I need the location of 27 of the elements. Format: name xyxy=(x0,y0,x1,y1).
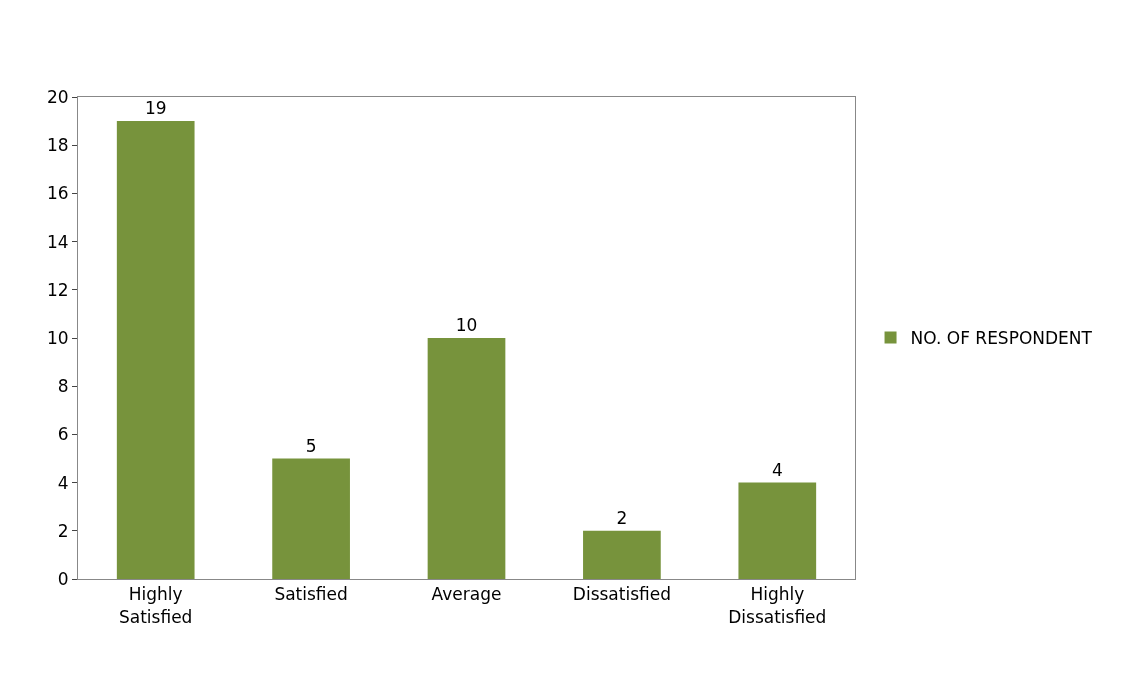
y-tick-label: 20 xyxy=(46,86,69,107)
bar xyxy=(116,121,195,579)
y-tick-label: 12 xyxy=(46,279,69,300)
x-tick-label: Highly Dissatisfied xyxy=(728,584,827,627)
y-tick-label: 6 xyxy=(57,424,69,445)
x-tick-label: Satisfied xyxy=(274,584,348,605)
y-tick-label: 18 xyxy=(46,135,69,156)
data-label: 2 xyxy=(616,507,628,528)
y-tick-label: 14 xyxy=(46,231,69,252)
y-tick-label: 4 xyxy=(57,472,69,493)
data-label: 19 xyxy=(144,98,167,119)
bar xyxy=(272,458,350,579)
bar xyxy=(583,530,661,579)
bar xyxy=(427,338,506,579)
legend-label: NO. OF RESPONDENT xyxy=(910,328,1093,349)
x-tick-label: Highly Satisfied xyxy=(118,584,193,627)
bar xyxy=(738,482,817,579)
y-tick-label: 16 xyxy=(46,183,69,204)
data-label: 5 xyxy=(305,435,317,456)
x-tick-label: Average xyxy=(431,584,502,605)
y-tick-label: 10 xyxy=(46,327,69,348)
y-tick-label: 8 xyxy=(57,376,69,397)
y-tick-label: 0 xyxy=(57,568,69,589)
data-label: 4 xyxy=(771,459,783,480)
y-tick-label: 2 xyxy=(57,520,69,541)
data-label: 10 xyxy=(455,315,478,335)
x-tick-label: Dissatisfied xyxy=(572,584,671,605)
